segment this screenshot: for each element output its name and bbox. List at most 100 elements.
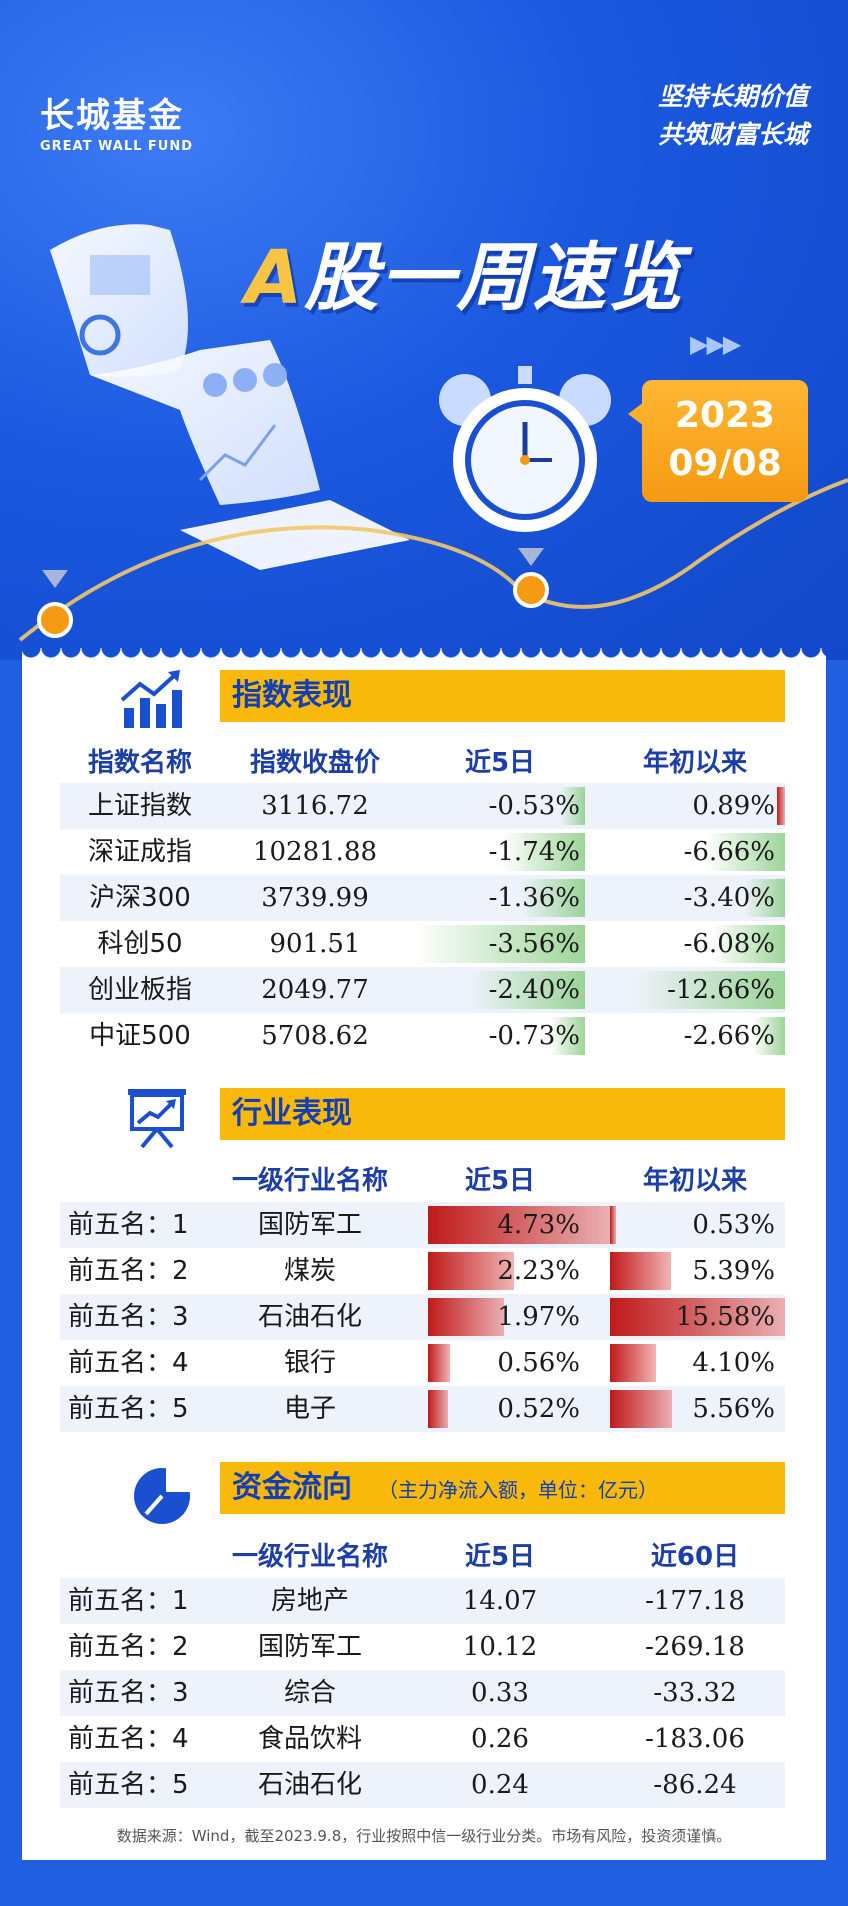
table-row: 前五名：3 石油石化 1.97% 15.58% [60, 1294, 785, 1340]
index-name: 科创50 [97, 929, 183, 959]
bar-5d [428, 1344, 450, 1382]
fund-5d-value: 0.26 [471, 1724, 529, 1754]
index-name: 创业板指 [87, 975, 192, 1005]
fund-5d-value: 0.24 [471, 1770, 529, 1800]
bar-5d [428, 1390, 448, 1428]
fund-60d-value: -33.32 [653, 1678, 737, 1708]
index-ytd-value: -12.66% [667, 975, 775, 1005]
index-name: 中证500 [89, 1021, 191, 1051]
rank-label: 前五名：3 [68, 1302, 189, 1332]
index-5d-value: -1.74% [488, 837, 580, 867]
table-row: 前五名：4 食品饮料 0.26 -183.06 [60, 1716, 785, 1762]
rank-label: 前五名：2 [68, 1632, 189, 1662]
bar-ytd [706, 833, 785, 871]
industry-name: 银行 [283, 1348, 336, 1378]
fund-5d-value: 14.07 [462, 1586, 538, 1616]
bar-5d [559, 787, 585, 825]
bar-ytd [610, 1344, 657, 1382]
section-title-index: 指数表现 [220, 670, 785, 722]
section-title-fund: 资金流向 （主力净流入额，单位：亿元） [220, 1462, 785, 1514]
curve-decoration [18, 478, 848, 642]
content-card [22, 660, 826, 1860]
index-table-header: 指数名称 指数收盘价 近5日 年初以来 [60, 736, 785, 780]
fund-60d-value: -177.18 [645, 1586, 745, 1616]
slogan-line-1: 坚持长期价值 [657, 82, 808, 111]
col-header-close: 指数收盘价 [249, 748, 380, 778]
brand-logo: 长城基金 GREAT WALL FUND [40, 88, 193, 154]
index-close: 2049.77 [261, 975, 369, 1005]
industry-name: 石油石化 [257, 1302, 362, 1332]
col-header-fund-60d: 近60日 [650, 1542, 740, 1572]
rank-label: 前五名：4 [68, 1724, 189, 1754]
bar-5d [501, 833, 585, 871]
alarm-clock-icon [439, 366, 611, 532]
bar-5d [415, 925, 585, 963]
fund-table-header: 一级行业名称 近5日 近60日 [60, 1530, 785, 1574]
date-badge: 2023 09/08 [628, 380, 808, 502]
table-row: 创业板指 2049.77 -2.40% -12.66% [60, 967, 785, 1013]
bar-ytd [610, 1206, 616, 1244]
rank-label: 前五名：5 [68, 1394, 189, 1424]
section-title-industry: 行业表现 [220, 1088, 785, 1140]
logo-text-en: GREAT WALL FUND [40, 139, 194, 154]
table-row: 沪深300 3739.99 -1.36% -3.40% [60, 875, 785, 921]
rank-label: 前五名：1 [68, 1210, 189, 1240]
table-row: 前五名：2 煤炭 2.23% 5.39% [60, 1248, 785, 1294]
table-row: 上证指数 3116.72 -0.53% 0.89% [60, 783, 785, 829]
bar-5d [428, 1298, 504, 1336]
col-header-5d: 近5日 [464, 748, 536, 778]
index-5d-value: -3.56% [488, 929, 580, 959]
rank-label: 前五名：4 [68, 1348, 189, 1378]
fund-60d-value: -86.24 [653, 1770, 737, 1800]
page-title-rest: 股一周速览 [304, 235, 685, 321]
index-name: 深证成指 [87, 837, 192, 867]
industry-5d-value: 0.56% [497, 1348, 580, 1378]
index-ytd-value: 0.89% [692, 791, 775, 821]
table-row: 中证500 5708.62 -0.73% -2.66% [60, 1013, 785, 1059]
card-edge [22, 648, 826, 662]
rank-label: 前五名：5 [68, 1770, 189, 1800]
index-name: 上证指数 [87, 791, 192, 821]
date-year: 2023 [674, 395, 776, 436]
section-title-fund-note: （主力净流入额，单位：亿元） [378, 1478, 658, 1502]
industry-table: 前五名：1 国防军工 4.73% 0.53% 前五名：2 煤炭 2.23% 5.39% 前五名：… [60, 1202, 785, 1432]
table-row: 前五名：2 国防军工 10.12 -269.18 [60, 1624, 785, 1670]
index-ytd-value: -6.66% [683, 837, 775, 867]
col-header-industry-ytd: 年初以来 [642, 1166, 747, 1196]
rank-label: 前五名：3 [68, 1678, 189, 1708]
index-ytd-value: -2.66% [683, 1021, 775, 1051]
bar-ytd [712, 925, 785, 963]
industry-name: 国防军工 [257, 1632, 362, 1662]
col-header-fund-5d: 近5日 [464, 1542, 536, 1572]
page-title-a: A [245, 235, 305, 321]
table-row: 前五名：5 石油石化 0.24 -86.24 [60, 1762, 785, 1808]
col-header-ytd: 年初以来 [642, 748, 747, 778]
industry-ytd-value: 4.10% [692, 1348, 775, 1378]
bar-ytd [610, 1252, 671, 1290]
bar-5d [550, 1017, 585, 1055]
slogan-line-2: 共筑财富长城 [657, 120, 808, 149]
industry-name: 综合 [283, 1678, 336, 1708]
bar-ytd [610, 1390, 673, 1428]
table-row: 科创50 901.51 -3.56% -6.08% [60, 921, 785, 967]
industry-table-header: 一级行业名称 近5日 年初以来 [60, 1154, 785, 1198]
industry-name: 石油石化 [257, 1770, 362, 1800]
index-table: 上证指数 3116.72 -0.53% 0.89% 深证成指 10281.88 -1.74%… [60, 783, 785, 1059]
index-5d-value: -1.36% [488, 883, 580, 913]
section-title-industry-text: 行业表现 [232, 1096, 352, 1131]
industry-5d-value: 4.73% [497, 1210, 580, 1240]
industry-5d-value: 1.97% [497, 1302, 580, 1332]
section-title-index-text: 指数表现 [232, 678, 352, 713]
fund-5d-value: 10.12 [462, 1632, 538, 1662]
fund-table: 前五名：1 房地产 14.07 -177.18 前五名：2 国防军工 10.12 -269.1… [60, 1578, 785, 1808]
table-row: 前五名：4 银行 0.56% 4.10% [60, 1340, 785, 1386]
bar-5d [428, 1206, 610, 1244]
index-close: 3116.72 [261, 791, 369, 821]
logo-text-cn: 长城基金 [40, 96, 184, 136]
col-header-industry-name: 一级行业名称 [231, 1166, 388, 1196]
industry-name: 煤炭 [283, 1256, 336, 1286]
bar-ytd [753, 1017, 785, 1055]
fund-5d-value: 0.33 [471, 1678, 529, 1708]
index-ytd-value: -3.40% [683, 883, 775, 913]
bar-ytd [744, 879, 785, 917]
